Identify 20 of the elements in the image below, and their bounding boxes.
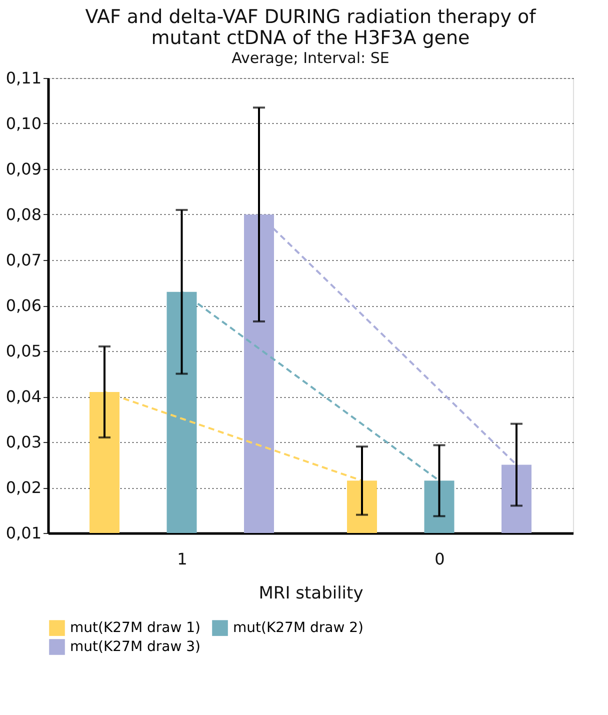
y-tick-label: 0,02 bbox=[6, 478, 42, 497]
y-tick-label: 0,05 bbox=[6, 342, 42, 360]
legend-label: mut(K27M draw 1) bbox=[70, 620, 200, 636]
y-tick-label: 0,09 bbox=[6, 160, 42, 178]
x-axis-title: MRI stability bbox=[258, 584, 364, 604]
y-tick-label: 0,01 bbox=[6, 524, 42, 542]
chart-subtitle: Average; Interval: SE bbox=[232, 49, 390, 67]
y-tick-label: 0,06 bbox=[6, 296, 42, 315]
y-tick-label: 0,07 bbox=[6, 250, 42, 270]
legend-label: mut(K27M draw 2) bbox=[233, 620, 364, 636]
legend-label: mut(K27M draw 3) bbox=[70, 639, 200, 655]
text: VAF and delta-VAF DURING radiation therapy of bbox=[85, 6, 536, 28]
y-tick-label: 0,08 bbox=[6, 205, 42, 224]
y-tick-label: 0,10 bbox=[6, 114, 42, 133]
y-tick-label: 0,03 bbox=[6, 432, 42, 452]
x-tick-label: 0 bbox=[434, 550, 445, 568]
text: mutant ctDNA of the H3F3A gene bbox=[151, 27, 470, 49]
x-tick-label: 1 bbox=[177, 550, 188, 568]
y-tick-label: 0,11 bbox=[6, 68, 42, 88]
y-tick-label: 0,04 bbox=[6, 387, 42, 406]
